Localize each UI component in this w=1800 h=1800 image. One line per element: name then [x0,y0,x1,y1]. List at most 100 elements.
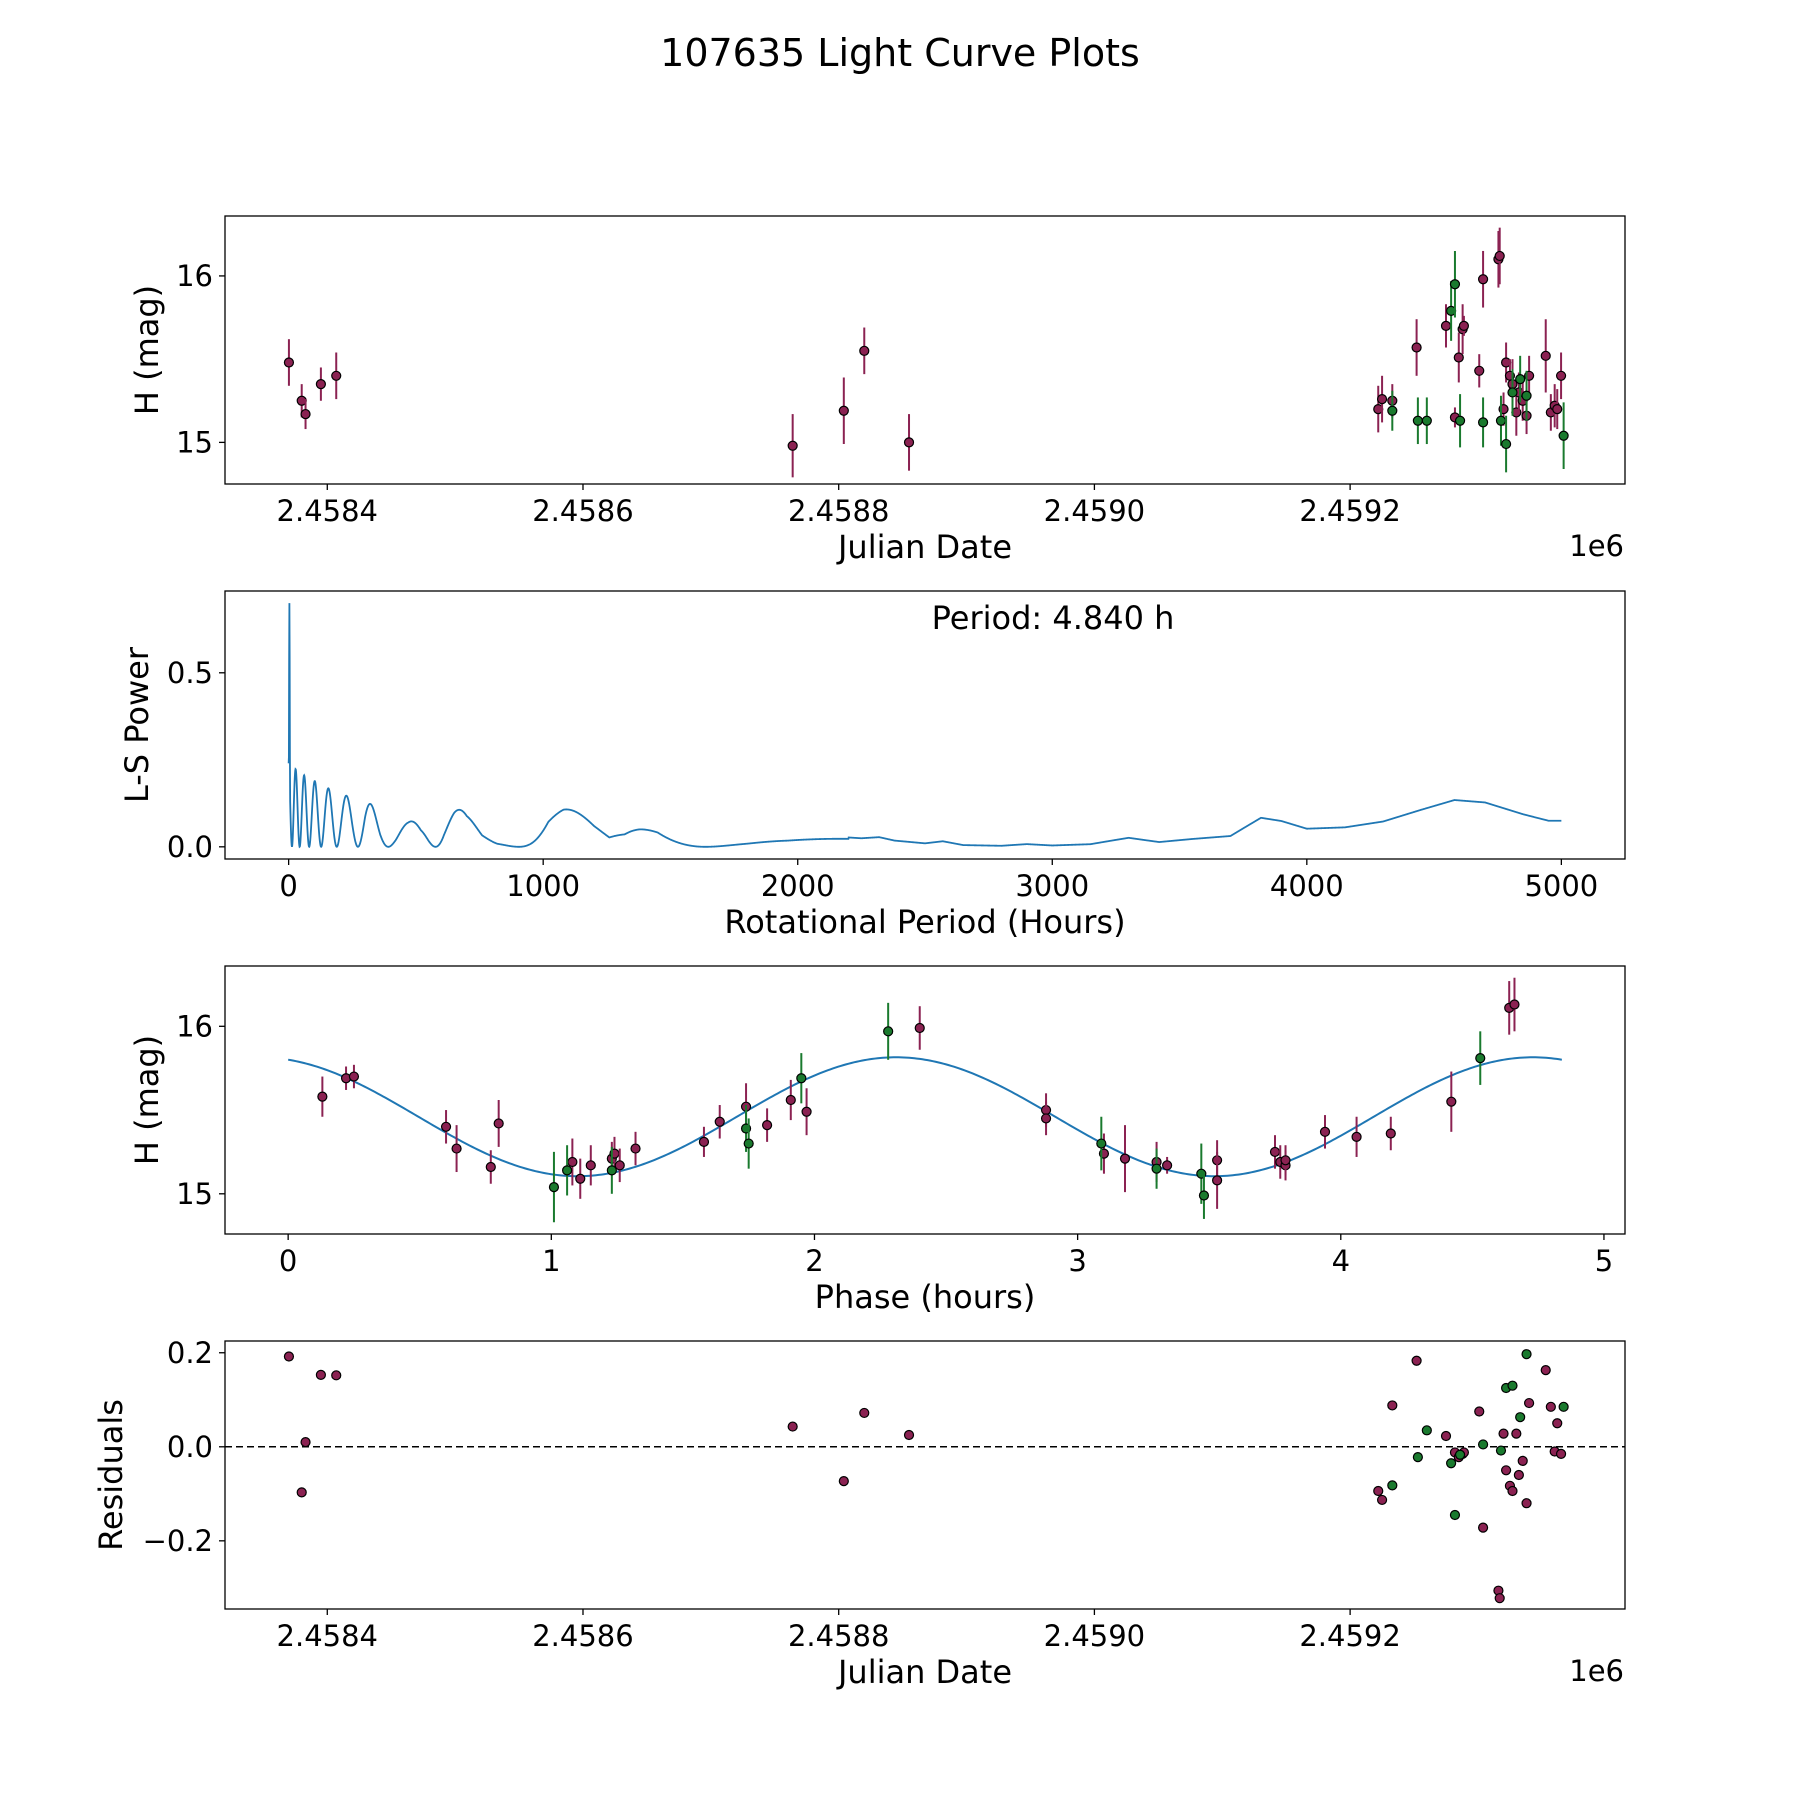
green-data-point [1454,415,1466,426]
purple-data-point [1517,1455,1528,1466]
x-tick-label: 5000 [1524,869,1598,903]
purple-data-point [1446,1096,1457,1107]
purple-data-point [1498,1428,1509,1439]
purple-data-point [1385,1128,1396,1139]
purple-data-point [1440,1430,1452,1442]
purple-data-point [300,1436,311,1448]
y-tick-label: 16 [176,1009,213,1043]
purple-data-point [903,437,915,448]
green-data-point [1449,1509,1461,1521]
green-data-point [1558,1401,1569,1412]
purple-data-point [838,405,849,416]
green-data-point [1495,415,1507,426]
purple-data-point [1555,1448,1567,1459]
periodogram-xlabel: Rotational Period (Hours) [724,903,1125,941]
light-curve-ylabel: H (mag) [128,285,166,415]
x-tick-label: 1 [542,1244,560,1278]
purple-data-point [1162,1160,1173,1171]
residuals-axes: Julian Date Residuals 1e6 2.4584 2.4586 2.… [92,1336,1626,1691]
purple-data-point [630,1143,641,1154]
purple-data-point [493,1118,504,1129]
purple-data-point [1411,1355,1422,1366]
x-tick-label: 0 [279,869,297,903]
residuals-frame [224,1340,1626,1610]
y-tick-label: 0.5 [167,656,213,690]
periodogram-line [287,603,1562,849]
green-data-point [1515,374,1526,385]
purple-data-point [1494,1593,1505,1604]
purple-data-point [1552,1418,1563,1429]
y-tick-label: −0.2 [143,1524,213,1558]
purple-data-point [859,1407,870,1419]
green-data-point [1558,430,1569,441]
x-tick-label: 5 [1595,1244,1613,1278]
green-data-point [743,1138,754,1149]
purple-data-point [1040,1113,1052,1124]
purple-data-point [1494,250,1505,262]
phased-curve-frame [224,965,1626,1235]
y-tick-label: 0.0 [167,830,213,864]
purple-data-point [903,1429,915,1441]
periodogram-frame [224,590,1626,860]
x-tick-label: 2.4592 [1299,494,1400,528]
purple-data-point [1269,1146,1281,1158]
green-data-point [1421,415,1432,426]
green-data-point [1477,417,1489,428]
purple-data-point [914,1022,925,1034]
green-data-point [1515,1412,1526,1423]
x-tick-label: 2.4586 [532,494,633,528]
x-tick-label: 2.4584 [277,1619,378,1653]
phased-curve-xlabel: Phase (hours) [815,1278,1036,1316]
light-curve-frame [224,215,1626,485]
purple-data-point [787,440,798,451]
purple-data-point [838,1476,849,1487]
green-data-point [1412,1452,1423,1463]
purple-data-point [614,1160,625,1171]
green-data-point [1198,1190,1210,1201]
y-tick-label: 16 [176,259,213,293]
green-data-point [1096,1138,1107,1149]
purple-data-point [785,1094,796,1106]
purple-data-point [1387,1400,1398,1411]
green-data-point [1387,405,1398,416]
purple-data-point [1540,350,1551,361]
purple-data-point [315,1369,326,1380]
green-data-point [1475,1053,1486,1064]
purple-data-point [1474,1406,1485,1417]
x-tick-label: 3000 [1015,869,1089,903]
y-tick-label: 0.2 [167,1336,213,1370]
purple-data-point [1440,320,1452,331]
purple-data-point [714,1116,725,1127]
green-data-point [1387,1480,1398,1491]
purple-data-point [575,1173,586,1184]
green-data-point [1507,387,1518,398]
purple-data-point [787,1421,798,1432]
x-tick-label: 4000 [1270,869,1344,903]
residuals-offset-text: 1e6 [1569,1654,1624,1688]
purple-data-point [283,357,295,368]
x-tick-label: 2 [805,1244,823,1278]
residuals-ylabel: Residuals [92,1399,130,1551]
purple-data-point [1545,1401,1556,1412]
green-data-point [1151,1163,1162,1174]
purple-data-point [1524,1397,1535,1409]
light-curve-xlabel: Julian Date [836,528,1012,566]
purple-data-point [762,1120,773,1131]
green-data-point [1495,1445,1507,1456]
x-tick-label: 2.4586 [532,1619,633,1653]
green-data-point [562,1165,573,1176]
light-curve-offset-text: 1e6 [1569,529,1624,563]
purple-data-point [1212,1175,1223,1186]
green-data-point [1500,438,1512,450]
purple-data-point [801,1106,812,1117]
phased-curve-ylabel: H (mag) [128,1035,166,1165]
purple-data-point [1500,1465,1512,1476]
purple-data-point [1509,999,1520,1010]
purple-data-point [485,1161,496,1173]
purple-data-point [1411,342,1422,353]
figure-title: 107635 Light Curve Plots [660,31,1140,75]
purple-data-point [1513,1469,1524,1481]
x-tick-label: 2.4592 [1299,1619,1400,1653]
purple-data-point [1376,1494,1388,1506]
purple-data-point [331,370,342,381]
